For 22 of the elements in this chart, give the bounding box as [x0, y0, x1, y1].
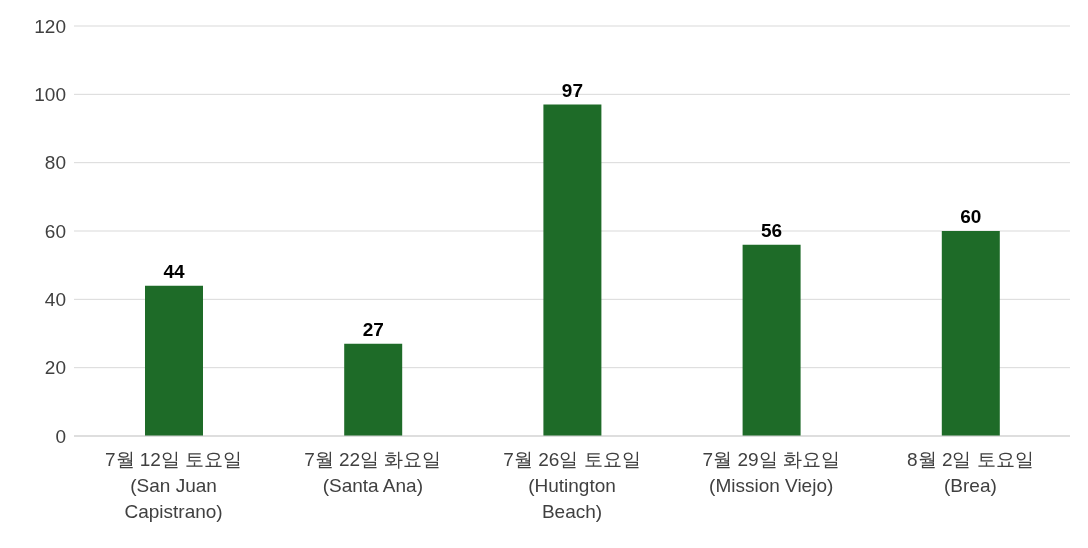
- data-label: 44: [163, 260, 185, 282]
- y-tick-label: 60: [44, 220, 66, 242]
- x-tick-label: 7월 26일 토요일 (Hutington Beach): [503, 449, 641, 522]
- bar: [543, 104, 602, 436]
- data-label: 60: [960, 206, 982, 227]
- data-label: 27: [362, 318, 384, 340]
- y-tick-label: 20: [44, 357, 66, 379]
- bar: [145, 285, 203, 436]
- bar: [941, 231, 1000, 436]
- x-tick-label: 7월 22일 화요일 (Santa Ana): [304, 449, 442, 496]
- y-tick-label: 120: [34, 15, 66, 37]
- y-tick-label: 0: [55, 425, 66, 447]
- data-label: 56: [761, 219, 783, 241]
- y-tick-label: 100: [34, 84, 66, 106]
- y-tick-label: 40: [44, 289, 66, 311]
- x-tick-label: 8월 2일 토요일 (Brea): [907, 449, 1034, 496]
- data-label: 97: [561, 79, 583, 101]
- bar: [742, 244, 801, 436]
- x-tick-label: 7월 29일 화요일 (Mission Viejo): [702, 449, 840, 496]
- y-tick-label: 80: [44, 152, 66, 174]
- x-tick-label: 7월 12일 토요일 (San Juan Capistrano): [104, 449, 243, 522]
- bar: [344, 343, 403, 436]
